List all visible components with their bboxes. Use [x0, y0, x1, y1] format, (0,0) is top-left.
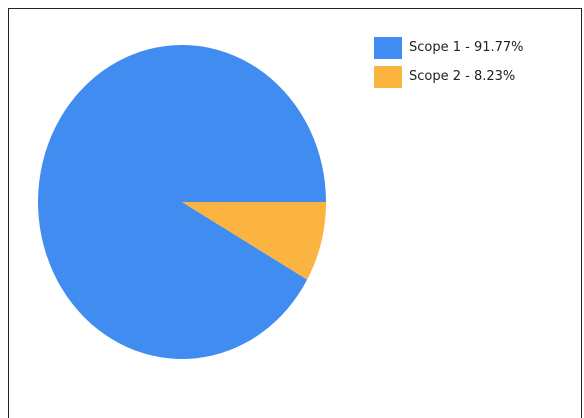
- legend: Scope 1 - 91.77% Scope 2 - 8.23%: [374, 33, 524, 91]
- legend-label-scope-2: Scope 2 - 8.23%: [409, 69, 516, 84]
- legend-swatch-scope-2: [374, 65, 402, 88]
- pie-slice-scope-1: [37, 44, 327, 359]
- legend-swatch-scope-1: [374, 36, 402, 59]
- legend-item-scope-2: Scope 2 - 8.23%: [374, 62, 524, 91]
- pie-slice-scope-2: [182, 202, 326, 280]
- legend-label-scope-1: Scope 1 - 91.77%: [409, 40, 524, 55]
- legend-item-scope-1: Scope 1 - 91.77%: [374, 33, 524, 62]
